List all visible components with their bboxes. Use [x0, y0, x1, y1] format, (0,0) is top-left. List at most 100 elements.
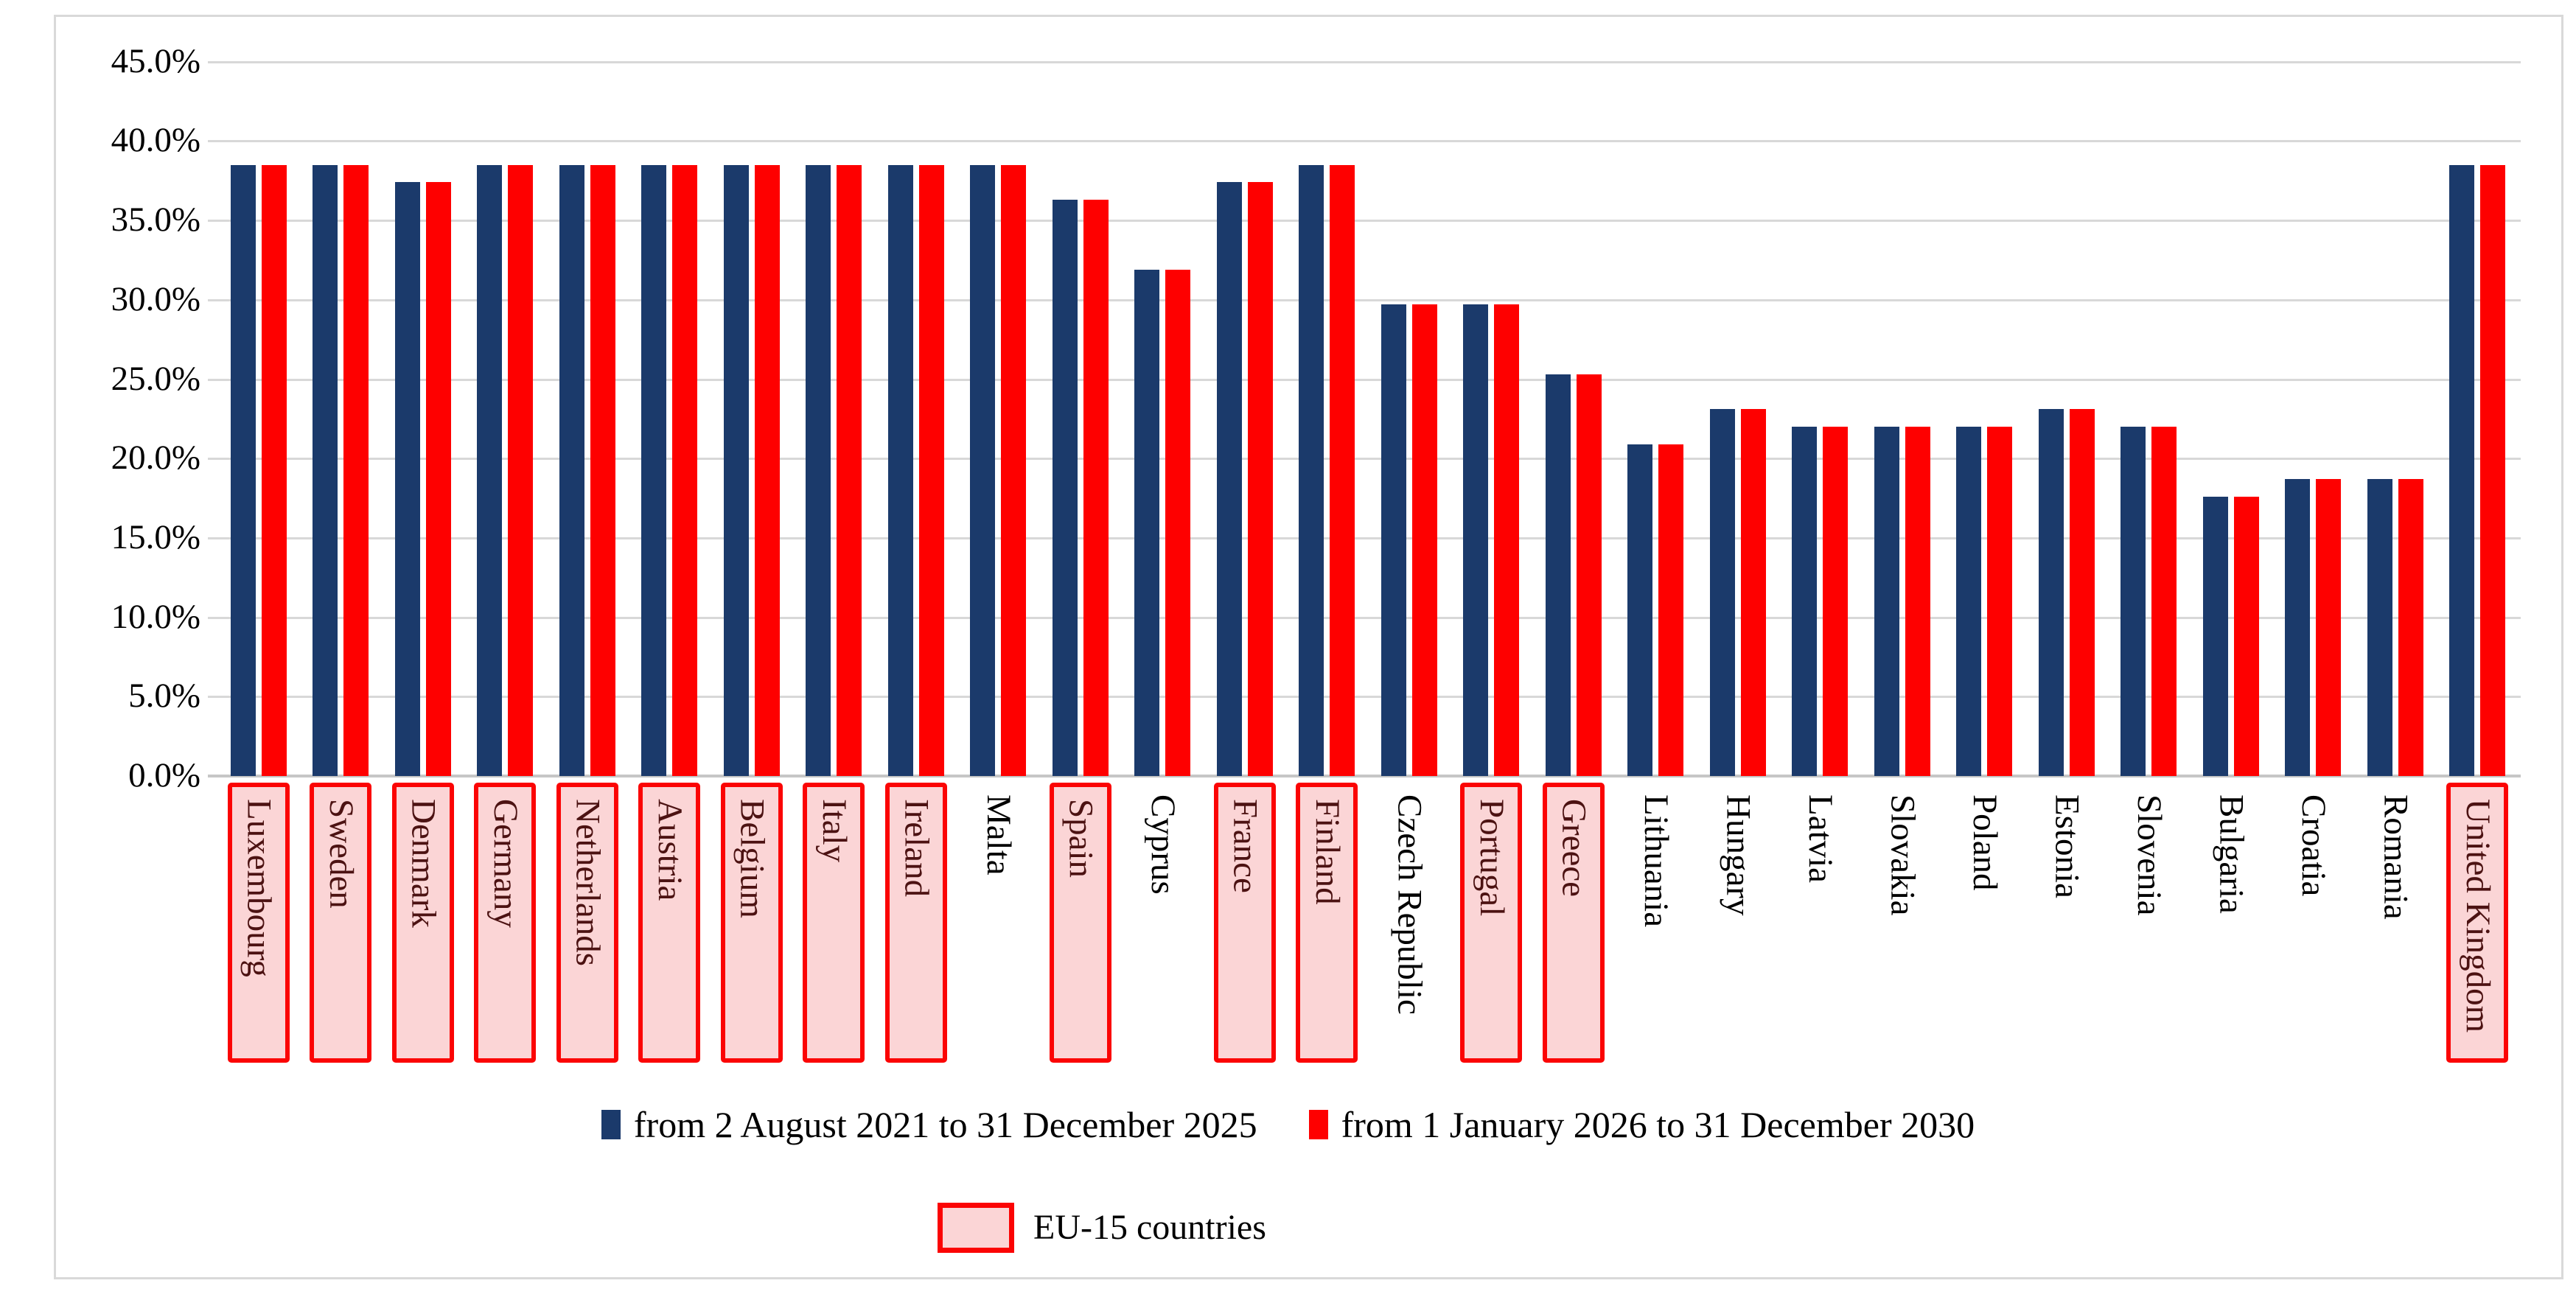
category-label-text: Cyprus — [1143, 794, 1182, 895]
category-label-text: Portugal — [1472, 799, 1511, 917]
category-label-text: Slovenia — [2129, 794, 2168, 916]
y-tick-label: 30.0% — [111, 279, 200, 318]
bar-period2 — [343, 164, 369, 776]
category-label-box-eu15: Spain — [1049, 783, 1111, 1063]
category-label-text: United Kingdom — [2458, 799, 2497, 1033]
bar-period1 — [1381, 304, 1406, 776]
bar-period1 — [970, 164, 996, 776]
bar-period2 — [2480, 164, 2506, 776]
category-label-box-eu15: Denmark — [391, 783, 454, 1063]
bar-period2 — [1823, 427, 1849, 776]
bar-period1 — [1792, 427, 1818, 776]
gridline — [208, 537, 2521, 539]
bar-period2 — [1411, 304, 1437, 776]
bar-period1 — [394, 182, 420, 776]
gridline — [208, 696, 2521, 699]
y-tick-label: 45.0% — [111, 41, 200, 80]
category-label-box-eu15: Portugal — [1460, 783, 1523, 1063]
category-label-text: Italy — [814, 799, 854, 863]
bar-period1 — [230, 164, 256, 776]
category-label-box-eu15: Belgium — [720, 783, 783, 1063]
bar-period2 — [2069, 409, 2095, 776]
bar-period2 — [2316, 479, 2342, 776]
bar-period2 — [2233, 496, 2259, 776]
bar-period2 — [1576, 374, 1602, 776]
bar-period2 — [2151, 427, 2177, 776]
bar-period2 — [672, 164, 698, 776]
bar-period2 — [1165, 269, 1191, 776]
category-label-text: Croatia — [2294, 794, 2333, 897]
bar-period2 — [261, 164, 287, 776]
category-label-text: Poland — [1965, 794, 2004, 891]
category-label-box-eu15: Sweden — [310, 783, 372, 1063]
gridline — [208, 378, 2521, 381]
bar-period1 — [1627, 444, 1653, 776]
category-label-box-eu15: France — [1213, 783, 1276, 1063]
bar-period1 — [2285, 479, 2311, 776]
y-tick-label: 20.0% — [111, 438, 200, 478]
legend-swatch-period1 — [601, 1110, 621, 1139]
y-tick-label: 35.0% — [111, 200, 200, 240]
category-label: Slovakia — [1871, 783, 1933, 1063]
bar-period2 — [837, 164, 862, 776]
category-label-text: Bulgaria — [2212, 794, 2251, 914]
category-label-text: Malta — [979, 794, 1018, 876]
bar-period1 — [806, 164, 831, 776]
bar-period1 — [2038, 409, 2064, 776]
category-label-text: Belgium — [733, 799, 772, 918]
bar-period1 — [1874, 427, 1899, 776]
category-label: Latvia — [1789, 783, 1851, 1063]
bar-period1 — [1545, 374, 1571, 776]
category-label-box-eu15: Greece — [1542, 783, 1605, 1063]
bar-period2 — [754, 164, 780, 776]
bar-period1 — [2121, 427, 2146, 776]
category-label-text: France — [1226, 799, 1265, 893]
category-label: Poland — [1953, 783, 2015, 1063]
category-label-text: Lithuania — [1636, 794, 1675, 928]
bar-period2 — [1987, 427, 2013, 776]
gridline — [208, 298, 2521, 301]
category-label-text: Greece — [1554, 799, 1594, 898]
y-tick-label: 10.0% — [111, 597, 200, 636]
category-label-text: Czech Republic — [1390, 794, 1429, 1015]
category-label-box-eu15: Ireland — [884, 783, 947, 1063]
category-label: Czech Republic — [1378, 783, 1440, 1063]
y-tick-label: 25.0% — [111, 359, 200, 398]
bar-period1 — [477, 164, 503, 776]
y-tick-label: 0.0% — [128, 756, 200, 794]
category-label-text: Ireland — [897, 799, 936, 898]
y-tick-label: 5.0% — [128, 677, 200, 716]
category-label-text: Germany — [486, 799, 525, 928]
category-label-text: Slovakia — [1883, 794, 1922, 916]
category-label: Romania — [2364, 783, 2426, 1063]
bar-period2 — [1330, 164, 1355, 776]
bar-period2 — [1740, 409, 1766, 776]
category-label-box-eu15: Italy — [803, 783, 865, 1063]
bar-period2 — [590, 164, 615, 776]
gridline — [208, 140, 2521, 143]
category-label: Slovenia — [2118, 783, 2179, 1063]
category-label-text: Netherlands — [568, 799, 607, 967]
category-label-text: Denmark — [404, 799, 443, 928]
bar-period2 — [508, 164, 534, 776]
category-label: Hungary — [1707, 783, 1769, 1063]
bar-period1 — [2449, 164, 2475, 776]
category-label-box-eu15: Germany — [474, 783, 537, 1063]
bar-period1 — [1299, 164, 1324, 776]
category-label-text: Hungary — [1719, 794, 1758, 916]
category-label-box-eu15: Austria — [638, 783, 701, 1063]
bar-period1 — [641, 164, 667, 776]
category-label-text: Latvia — [1801, 794, 1840, 884]
category-label-box-eu15: United Kingdom — [2446, 783, 2509, 1063]
bar-period2 — [1905, 427, 1930, 776]
category-label: Croatia — [2282, 783, 2344, 1063]
bar-period2 — [1658, 444, 1684, 776]
category-label-box-eu15: Finland — [1296, 783, 1358, 1063]
legend-label-period2: from 1 January 2026 to 31 December 2030 — [1341, 1104, 1975, 1145]
gridline — [208, 220, 2521, 223]
eu15-legend-swatch — [938, 1203, 1014, 1253]
bar-period1 — [559, 164, 584, 776]
legend-item-period1: from 2 August 2021 to 31 December 2025 — [601, 1103, 1257, 1146]
bar-period2 — [1001, 164, 1027, 776]
